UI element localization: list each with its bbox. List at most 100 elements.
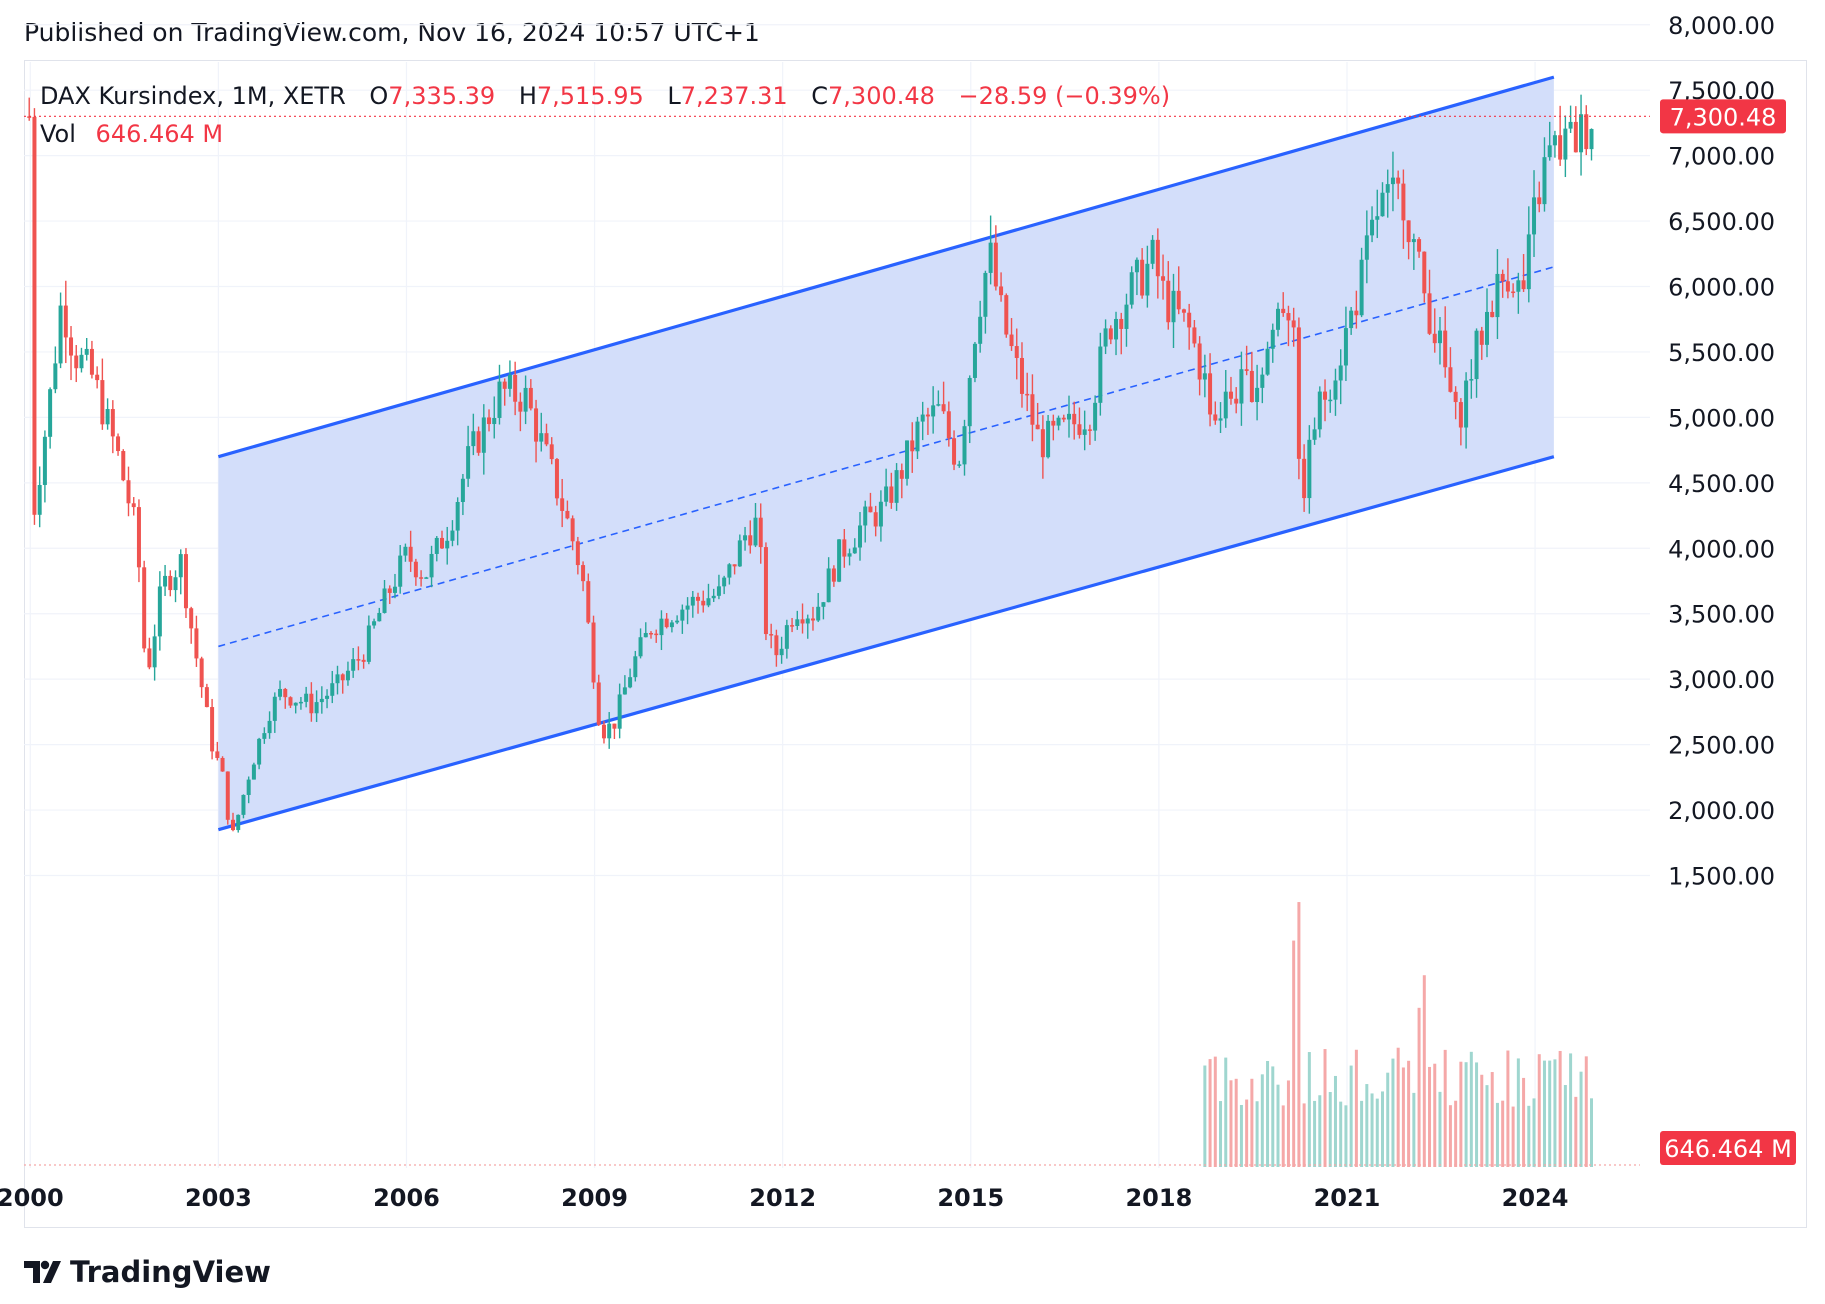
candle-body — [1323, 391, 1328, 400]
candle-body — [471, 431, 476, 447]
candle-body — [1343, 328, 1348, 366]
candle-body — [690, 596, 695, 606]
candle-body — [1276, 308, 1280, 330]
candle-body — [116, 436, 121, 452]
volume-badge-text: 646.464 M — [1664, 1135, 1792, 1163]
candle-body — [173, 577, 178, 591]
candle-body — [1584, 114, 1589, 150]
candle-body — [163, 575, 168, 587]
candle-body — [1155, 239, 1160, 277]
candle-body — [481, 417, 486, 453]
candle-body — [293, 702, 298, 706]
volume-bar — [1516, 1058, 1520, 1167]
volume-bar — [1475, 1062, 1479, 1167]
x-tick-label: 2021 — [1314, 1184, 1381, 1212]
candle-body — [215, 751, 220, 758]
candle-body — [1370, 219, 1375, 236]
candle-body — [356, 659, 361, 661]
candle-body — [1458, 402, 1463, 428]
x-tick-label: 2009 — [561, 1184, 628, 1212]
volume-bar — [1213, 1056, 1217, 1167]
open-label: O — [369, 82, 389, 110]
candle-body — [1098, 346, 1103, 403]
candle-body — [659, 618, 664, 636]
candle-body — [304, 693, 309, 702]
candle-body — [957, 464, 962, 466]
candle-body — [863, 506, 868, 526]
candle-body — [1490, 311, 1495, 318]
candle-body — [842, 539, 847, 557]
candle-body — [262, 733, 267, 739]
candle-body — [826, 568, 831, 603]
y-tick-label: 5,500.00 — [1668, 339, 1775, 367]
candle-body — [560, 498, 565, 511]
candle-body — [1338, 365, 1343, 381]
candle-body — [1124, 304, 1129, 329]
candle-body — [267, 720, 272, 734]
tradingview-logo[interactable]: TradingView — [24, 1253, 271, 1291]
volume-bar — [1579, 1071, 1583, 1167]
candle-body — [241, 794, 246, 815]
candle-body — [748, 535, 753, 546]
candle-body — [345, 670, 350, 681]
candle-body — [121, 451, 126, 481]
candle-body — [1009, 334, 1014, 347]
candle-body — [905, 440, 910, 479]
candle-body — [816, 606, 821, 621]
candle-body — [1474, 330, 1479, 380]
x-tick-label: 2000 — [0, 1184, 64, 1212]
candle-body — [649, 632, 653, 635]
candle-body — [978, 316, 983, 344]
candle-body — [1093, 402, 1098, 431]
candle-body — [1437, 330, 1442, 344]
volume-bar — [1485, 1085, 1489, 1167]
candle-body — [999, 286, 1004, 296]
candle-body — [455, 502, 460, 531]
candle-body — [795, 619, 800, 627]
y-tick-label: 4,000.00 — [1668, 535, 1775, 563]
candle-body — [607, 723, 612, 739]
candle-body — [89, 348, 94, 375]
candle-body — [972, 343, 977, 378]
candle-body — [1589, 129, 1594, 150]
candle-body — [204, 687, 209, 708]
volume-bar — [1302, 1103, 1306, 1167]
candle-body — [1532, 197, 1537, 235]
candle-body — [513, 374, 518, 402]
candle-body — [1187, 312, 1192, 328]
candle-body — [1281, 308, 1286, 314]
candle-body — [763, 547, 768, 635]
candle-body — [1359, 259, 1364, 316]
candle-body — [779, 648, 784, 656]
volume-bar — [1245, 1099, 1249, 1167]
volume-bar — [1307, 1052, 1311, 1167]
candle-body — [1448, 367, 1453, 392]
candle-body — [654, 633, 659, 636]
candle-body — [32, 116, 37, 515]
candle-body — [507, 374, 512, 389]
symbol-label[interactable]: DAX Kursindex, 1M, XETR — [40, 82, 346, 110]
volume-bar — [1239, 1104, 1243, 1167]
candle-body — [925, 414, 930, 417]
candle-body — [696, 596, 701, 601]
candle-body — [314, 702, 319, 714]
candle-body — [1563, 128, 1568, 160]
open-value: 7,335.39 — [388, 82, 496, 110]
volume-bar — [1208, 1059, 1212, 1167]
candle-body — [1040, 429, 1045, 458]
candle-body — [868, 506, 873, 513]
y-tick-label: 6,500.00 — [1668, 208, 1775, 236]
candle-body — [946, 411, 951, 439]
candle-body — [753, 517, 758, 546]
candle-body — [1176, 290, 1181, 310]
candle-body — [183, 554, 188, 609]
brand-name: TradingView — [70, 1255, 271, 1289]
candle-body — [722, 577, 727, 587]
candle-body — [549, 444, 554, 460]
candle-body — [210, 707, 215, 752]
candle-body — [1213, 414, 1218, 421]
candle-body — [915, 421, 920, 452]
chart-frame — [24, 60, 1807, 1228]
candle-body — [147, 648, 152, 668]
